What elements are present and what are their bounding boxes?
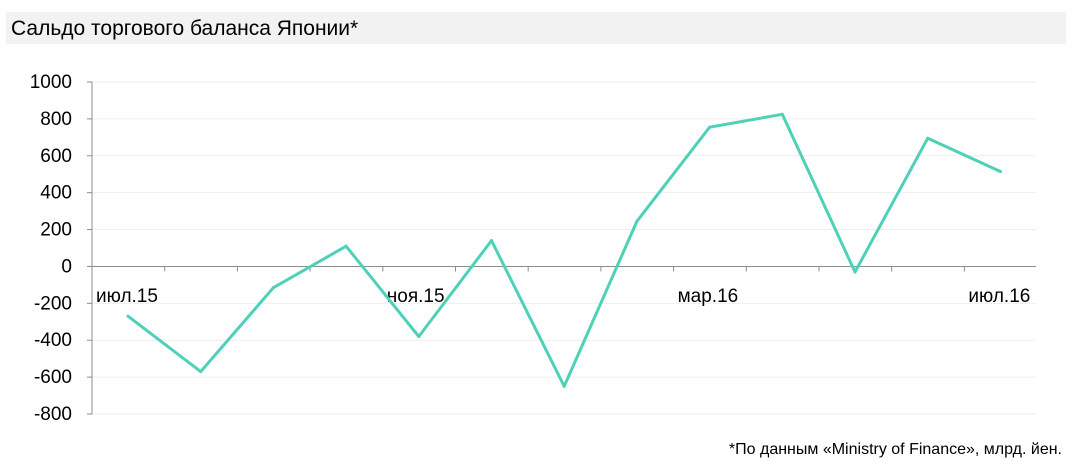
chart-title: Сальдо торгового баланса Японии* — [11, 17, 359, 40]
x-tick-label: ноя.15 — [387, 286, 445, 307]
x-tick-label: мар.16 — [678, 286, 739, 307]
y-tick-label: 0 — [61, 256, 72, 277]
y-tick-label: 400 — [40, 183, 72, 204]
y-tick-label: -600 — [34, 367, 72, 388]
y-tick-label: -400 — [34, 330, 72, 351]
data-point — [853, 270, 857, 274]
x-tick-label: июл.15 — [96, 286, 158, 307]
series-line — [126, 112, 1002, 388]
data-point — [490, 239, 493, 243]
y-tick-label: 200 — [40, 220, 72, 241]
data-point — [998, 169, 1002, 173]
y-tick-label: -800 — [34, 404, 72, 425]
data-point — [780, 112, 784, 116]
y-tick-label: 800 — [40, 109, 72, 130]
data-point — [708, 125, 712, 129]
data-point — [562, 384, 566, 388]
data-point — [417, 335, 421, 339]
title-bar: Сальдо торгового баланса Японии* — [6, 12, 1066, 44]
data-point — [926, 136, 930, 140]
y-tick-label: 600 — [40, 146, 72, 167]
y-tick-label: 1000 — [30, 72, 72, 93]
data-point — [126, 314, 130, 318]
y-tick-label: -200 — [34, 293, 72, 314]
footnote: *По данным «Ministry of Finance», млрд. … — [728, 441, 1062, 458]
data-point — [344, 244, 348, 248]
data-point — [271, 286, 275, 290]
data-point — [199, 370, 203, 374]
data-point — [635, 219, 639, 223]
x-tick-label: июл.16 — [968, 286, 1030, 307]
